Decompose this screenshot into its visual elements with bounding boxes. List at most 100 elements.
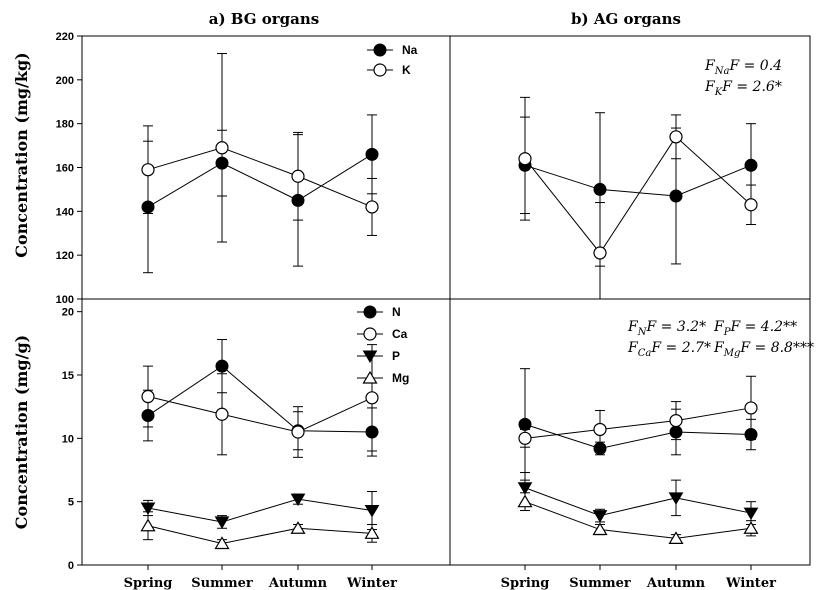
data-point — [744, 158, 758, 172]
legend-bg-ions: Na K — [367, 43, 418, 77]
legend-marker — [362, 370, 378, 384]
data-point — [364, 526, 380, 539]
legend-label: N — [392, 305, 401, 319]
data-point — [668, 492, 684, 505]
data-point — [593, 182, 607, 196]
data-point — [517, 482, 533, 495]
data-point — [291, 425, 305, 439]
panel-bg-nutrients: 0 5 10 15 20 Spring Summer Autumn Winter N Ca P Mg — [62, 305, 410, 590]
f-mg-annotation: FMgF = 8.8*** — [713, 340, 814, 359]
data-point — [140, 502, 156, 515]
series-line — [147, 153, 373, 208]
legend-bg-nutrients: N Ca P Mg — [357, 305, 409, 385]
panel-bg-ions: 100 120 140 160 180 200 220 Na K — [56, 31, 418, 306]
data-point — [517, 494, 533, 508]
legend-marker — [373, 43, 387, 57]
legend-marker — [363, 327, 377, 341]
panel-a-title: a) BG organs — [209, 10, 320, 28]
data-point — [518, 417, 532, 431]
plot-area — [141, 53, 379, 274]
series-line — [147, 365, 373, 433]
legend-label: Na — [402, 43, 418, 57]
data-point — [365, 200, 379, 214]
data-point — [669, 130, 683, 144]
ytick-label: 140 — [56, 206, 74, 218]
data-point — [518, 431, 532, 445]
legend-label: K — [402, 63, 411, 77]
data-point — [593, 422, 607, 437]
legend-marker — [363, 305, 377, 319]
xtick-label: Summer — [569, 576, 631, 590]
series-p — [517, 472, 759, 525]
series-k — [518, 96, 758, 299]
ytick-label: 160 — [56, 163, 74, 175]
ytick-label: 5 — [68, 497, 74, 509]
series-ca — [518, 375, 758, 449]
series-line — [147, 525, 373, 544]
plot-area — [517, 368, 759, 545]
data-point — [364, 505, 380, 518]
panel-b-annotations: FNaF = 0.4 FKF = 2.6* — [704, 58, 782, 98]
data-point — [744, 401, 758, 415]
xtick-label: Autumn — [646, 576, 706, 590]
ytick-label: 200 — [56, 75, 74, 87]
legend-label: Mg — [392, 371, 409, 385]
data-point — [365, 147, 379, 161]
data-point — [290, 493, 306, 507]
plot-area — [518, 96, 758, 299]
panel-d-frame — [449, 298, 811, 566]
data-point — [290, 521, 306, 534]
panel-a-frame — [81, 35, 451, 300]
f-p-annotation: FPF = 4.2** — [713, 319, 797, 338]
series-line — [524, 164, 752, 197]
data-point — [518, 152, 532, 166]
data-point — [743, 521, 759, 534]
data-point — [214, 516, 230, 529]
series-mg — [517, 492, 759, 545]
f-p-value: F = 4.2** — [729, 319, 797, 335]
f-ca-annotation: FCaF = 2.7* — [627, 340, 711, 359]
f-n-annotation: FNF = 3.2* — [627, 319, 706, 338]
legend-label: P — [392, 349, 400, 363]
plot-area — [140, 339, 380, 550]
ytick-label: 15 — [62, 370, 74, 382]
series-mg — [140, 511, 380, 550]
data-point — [214, 536, 230, 550]
panel-ag-ions — [518, 96, 758, 299]
ylabel-bottom: Concentration (mg/g) — [12, 335, 31, 529]
data-point — [593, 246, 607, 260]
chart-marks: 100 120 140 160 180 200 220 Na K 0 5 10 15 20 Spring Su… — [56, 31, 776, 590]
data-point — [215, 141, 229, 155]
ytick-label: 20 — [62, 307, 74, 319]
data-point — [141, 163, 155, 177]
series-line — [524, 423, 752, 449]
data-point — [669, 414, 683, 428]
xtick-label: Winter — [346, 576, 397, 590]
ytick-label: 10 — [62, 433, 74, 445]
data-point — [668, 531, 684, 545]
panel-ag-nutrients: Spring Summer Autumn Winter — [501, 368, 776, 590]
xtick-label: Summer — [191, 576, 253, 590]
series-k — [141, 53, 379, 243]
series-line — [147, 498, 373, 523]
legend-marker — [362, 350, 378, 363]
f-k-value: F = 2.6* — [721, 79, 782, 95]
panel-d-annotations: FNF = 3.2* FPF = 4.2** FCaF = 2.7* FMgF … — [627, 319, 814, 359]
ylabel-top: Concentration (mg/kg) — [12, 52, 31, 258]
f-mg-value: F = 8.8*** — [739, 340, 814, 356]
ytick-label: 100 — [56, 294, 74, 306]
series-line — [524, 136, 752, 254]
data-point — [365, 391, 379, 405]
series-ca — [141, 344, 379, 458]
series-line — [147, 396, 373, 433]
data-point — [743, 507, 759, 521]
xtick-label: Winter — [725, 576, 776, 590]
f-k-annotation: FKF = 2.6* — [704, 79, 782, 98]
data-point — [592, 510, 608, 523]
data-point — [291, 169, 305, 183]
ytick-label: 180 — [56, 119, 74, 131]
f-n-value: F = 3.2* — [645, 319, 706, 335]
series-n — [141, 339, 379, 457]
xtick-label: Spring — [501, 576, 550, 590]
